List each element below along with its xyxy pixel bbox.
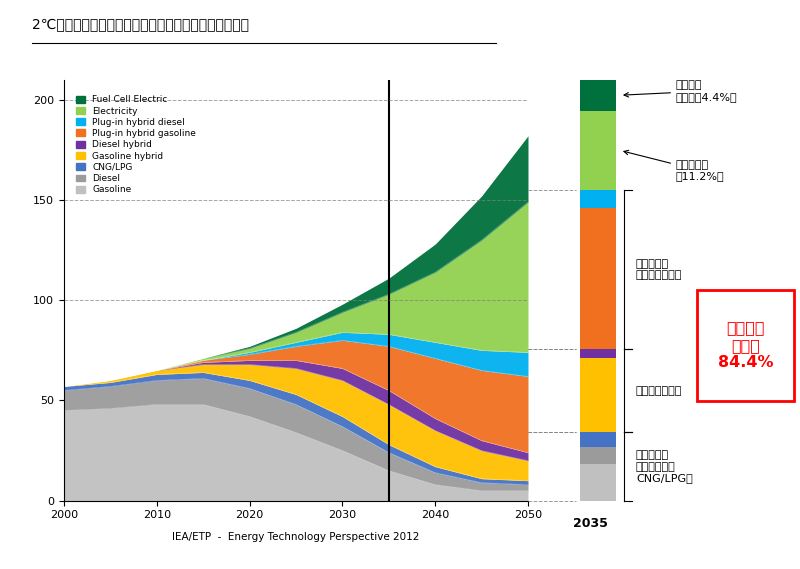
Bar	[581, 447, 616, 464]
Text: 電気自動車
（11.2%）: 電気自動車 （11.2%）	[624, 150, 725, 182]
Text: 燃料電池
自動車（4.4%）: 燃料電池 自動車（4.4%）	[624, 80, 738, 102]
Bar	[581, 432, 616, 447]
Bar	[581, 464, 616, 501]
Bar	[581, 208, 616, 349]
Bar	[581, 111, 616, 190]
Text: 2035: 2035	[573, 517, 608, 530]
Text: 内燃機関
自動車
84.4%: 内燃機関 自動車 84.4%	[718, 320, 774, 370]
Legend: Fuel Cell Electric, Electricity, Plug-in hybrid diesel, Plug-in hybrid gasoline,: Fuel Cell Electric, Electricity, Plug-in…	[73, 93, 198, 197]
Bar	[581, 190, 616, 208]
Text: プラグイン
ハイブリッド車: プラグイン ハイブリッド車	[636, 259, 682, 281]
Text: 2℃シナリオ実現に向けた自動设用パワーソースの想定: 2℃シナリオ実現に向けた自動设用パワーソースの想定	[32, 17, 249, 31]
Bar	[581, 80, 616, 111]
FancyBboxPatch shape	[697, 290, 794, 401]
Bar	[581, 358, 616, 432]
Text: ガソリン／
ディーゼル／
CNG/LPG車: ガソリン／ ディーゼル／ CNG/LPG車	[636, 450, 693, 483]
Bar	[581, 349, 616, 358]
Text: ハイブリッド車: ハイブリッド車	[636, 386, 682, 396]
X-axis label: IEA/ETP  -  Energy Technology Perspective 2012: IEA/ETP - Energy Technology Perspective …	[172, 531, 420, 542]
